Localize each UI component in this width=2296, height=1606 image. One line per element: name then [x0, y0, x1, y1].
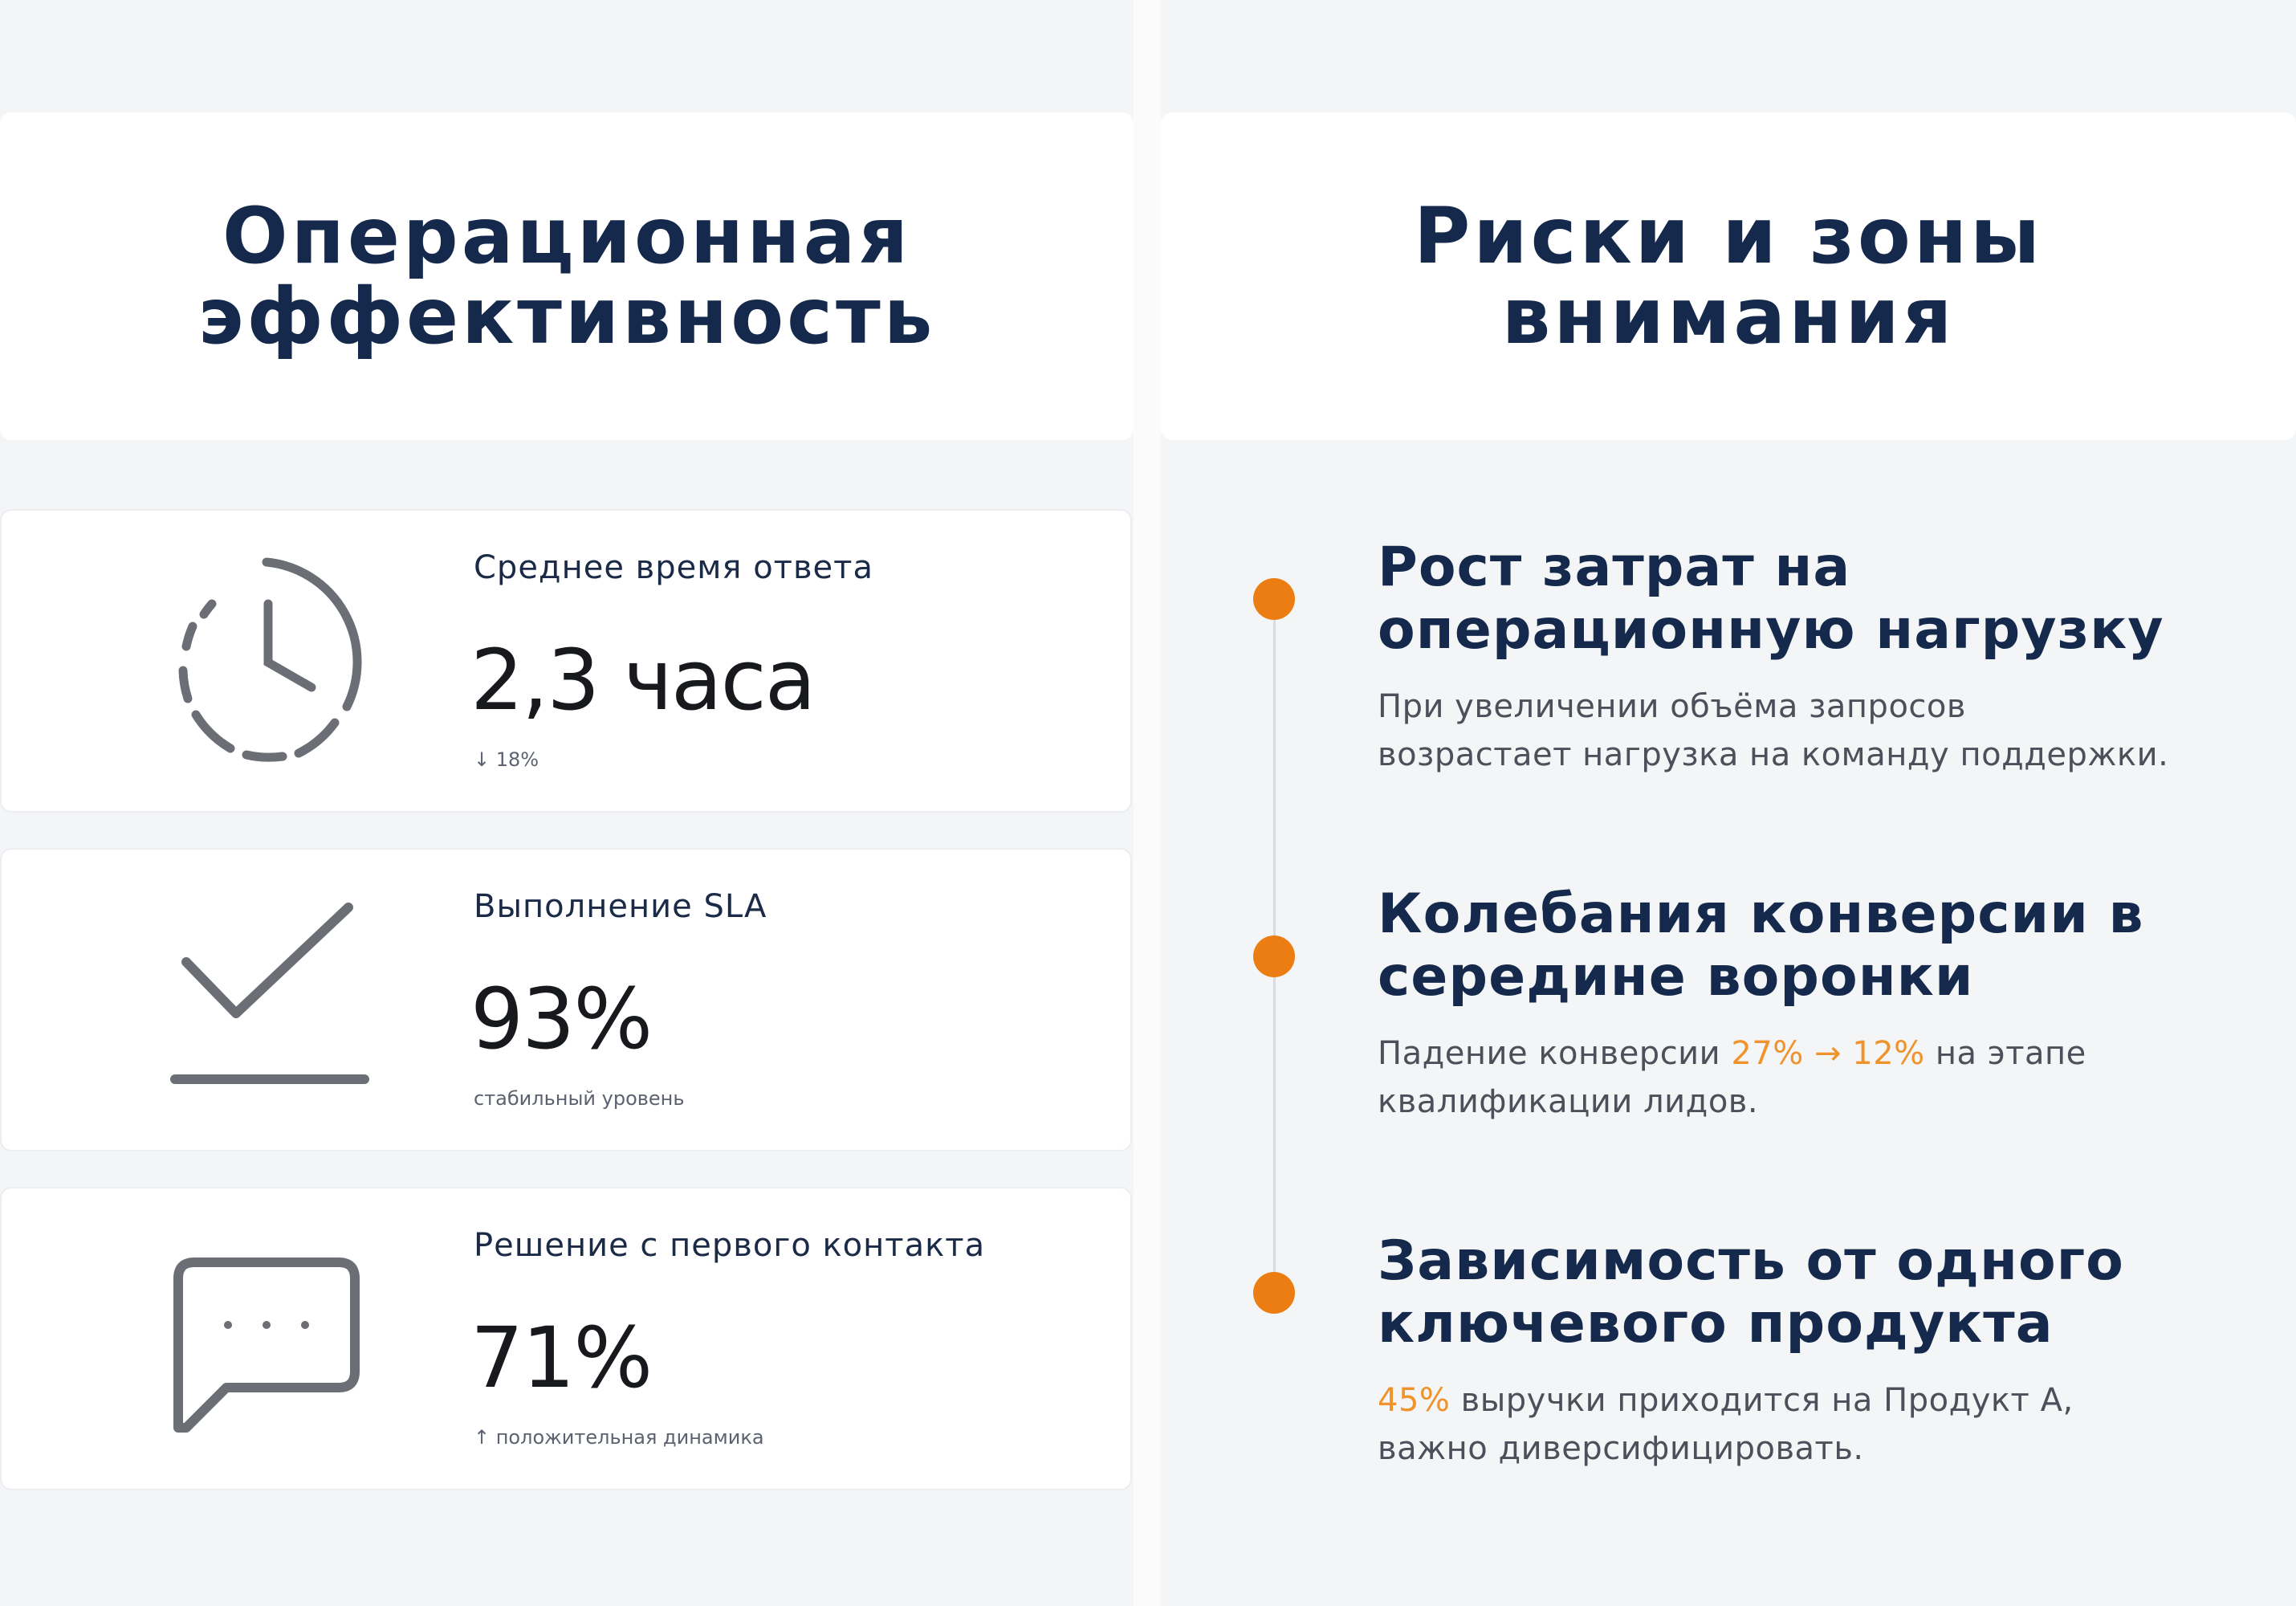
risk-item-operational-costs: Рост затрат на операционную нагрузку При… [1378, 536, 2269, 779]
clock-icon [154, 546, 387, 779]
risk-description: При увеличении объёма запросов возрастае… [1378, 683, 2269, 779]
risk-title: Рост затрат на операционную нагрузку [1378, 536, 2269, 662]
metric-value: 2,3 часа [470, 631, 816, 729]
metric-card-response-time: Среднее время ответа 2,3 часа ↓ 18% [0, 509, 1132, 813]
metric-note: стабильный уровень [474, 1087, 685, 1110]
risk-text-suffix: на этапе [1924, 1035, 2086, 1072]
risk-text-line-1: При увеличении объёма запросов [1378, 688, 1966, 725]
metric-card-sla: Выполнение SLA 93% стабильный уровень [0, 848, 1132, 1152]
timeline-dot [1253, 935, 1295, 977]
column-divider [1134, 0, 1161, 1606]
risk-text-line-2: важно диверсифицировать. [1378, 1430, 1864, 1467]
risk-item-product-dependency: Зависимость от одного ключевого продукта… [1378, 1230, 2269, 1473]
metric-label: Выполнение SLA [474, 888, 767, 925]
risk-item-funnel-conversion: Колебания конверсии в середине воронки П… [1378, 883, 2269, 1126]
operational-efficiency-title: Операционная эффективность [198, 196, 936, 357]
metric-card-first-contact: Решение с первого контакта 71% ↑ положит… [0, 1187, 1132, 1490]
risks-title-card: Риски и зоны внимания [1161, 112, 2296, 440]
risks-title: Риски и зоны внимания [1414, 196, 2043, 357]
title-line-2: эффективность [197, 271, 936, 361]
title-line-1: Операционная [222, 191, 911, 281]
risk-text-highlight: 45% [1378, 1382, 1451, 1419]
risk-description: Падение конверсии 27% → 12% на этапе ква… [1378, 1029, 2269, 1126]
risk-title-line-1: Рост затрат на [1378, 536, 1851, 599]
risk-title-line-2: середине воронки [1378, 945, 1974, 1009]
metric-label: Решение с первого контакта [474, 1227, 986, 1264]
risk-title: Зависимость от одного ключевого продукта [1378, 1230, 2269, 1355]
risk-title-line-2: ключевого продукта [1378, 1292, 2054, 1355]
timeline-dot [1253, 1272, 1295, 1314]
title-line-1: Риски и зоны [1414, 191, 2043, 281]
risk-title-line-1: Зависимость от одного [1378, 1229, 2124, 1293]
chat-bubble-icon [154, 1224, 387, 1457]
risk-text-suffix: выручки приходится на Продукт А, [1450, 1382, 2074, 1419]
risk-title-line-2: операционную нагрузку [1378, 598, 2164, 662]
checkmark-icon [154, 885, 387, 1118]
risk-title: Колебания конверсии в середине воронки [1378, 883, 2269, 1009]
metric-value: 71% [470, 1309, 653, 1407]
metric-value: 93% [470, 970, 653, 1068]
risk-description: 45% выручки приходится на Продукт А, важ… [1378, 1376, 2269, 1473]
risk-title-line-1: Колебания конверсии в [1378, 882, 2144, 946]
timeline-dot [1253, 578, 1295, 620]
risk-text-line-2: квалификации лидов. [1378, 1083, 1759, 1120]
risk-text-prefix: Падение конверсии [1378, 1035, 1732, 1072]
metric-note: ↑ положительная динамика [474, 1426, 764, 1449]
risk-text-line-2: возрастает нагрузка на команду поддержки… [1378, 736, 2169, 773]
metric-note: ↓ 18% [474, 748, 539, 771]
operational-efficiency-title-card: Операционная эффективность [0, 112, 1134, 440]
risk-text-highlight: 27% → 12% [1731, 1035, 1925, 1072]
title-line-2: внимания [1501, 271, 1956, 361]
metric-label: Среднее время ответа [474, 549, 873, 586]
